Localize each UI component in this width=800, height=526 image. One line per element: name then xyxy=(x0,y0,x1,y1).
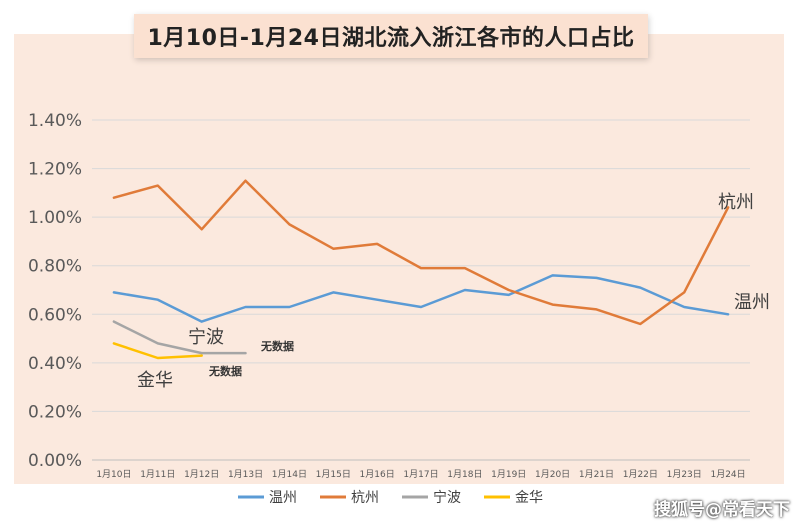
y-tick-label: 1.20% xyxy=(28,160,82,180)
series-end-label: 金华 xyxy=(137,370,173,391)
chart-title: 1月10日-1月24日湖北流入浙江各市的人口占比 xyxy=(147,26,635,51)
x-axis-ticks: 1月10日 1月11日 1月12日 1月13日 1月14日 1月15日 1月16日 1月17日… xyxy=(96,469,745,480)
legend: 温州 杭州 宁波 金华 xyxy=(238,489,543,506)
series-line-温州 xyxy=(112,274,730,323)
x-tick-label: 1月19日 xyxy=(491,469,526,480)
chart-background xyxy=(14,34,784,484)
watermark: 搜狐号@常看天下 xyxy=(654,500,790,520)
series-line-杭州 xyxy=(112,179,730,326)
series-end-label: 温州 xyxy=(734,292,770,313)
legend-label: 杭州 xyxy=(351,490,379,506)
y-tick-label: 1.00% xyxy=(28,208,82,228)
y-axis-ticks: 0.00% 0.20% 0.40% 0.60% 0.80% 1.00% 1.20% 1.40% xyxy=(28,111,82,471)
x-tick-label: 1月21日 xyxy=(579,469,614,480)
no-data-annotation: 无数据 xyxy=(208,364,242,378)
x-tick-label: 1月12日 xyxy=(184,469,219,480)
x-tick-label: 1月22日 xyxy=(623,469,658,480)
y-tick-label: 0.40% xyxy=(28,354,82,374)
no-data-annotation: 无数据 xyxy=(260,339,294,353)
y-tick-label: 1.40% xyxy=(28,111,82,131)
y-tick-label: 0.80% xyxy=(28,257,82,277)
chart-title-box: 1月10日-1月24日湖北流入浙江各市的人口占比 xyxy=(134,14,648,58)
y-tick-label: 0.20% xyxy=(28,402,82,422)
x-tick-label: 1月15日 xyxy=(316,469,351,480)
legend-label: 宁波 xyxy=(433,489,461,506)
x-tick-label: 1月20日 xyxy=(535,469,570,480)
x-tick-label: 1月16日 xyxy=(360,469,395,480)
series-line-金华 xyxy=(112,342,203,360)
x-tick-label: 1月23日 xyxy=(667,469,702,480)
x-tick-label: 1月17日 xyxy=(403,469,438,480)
gridlines xyxy=(92,119,750,461)
x-tick-label: 1月11日 xyxy=(140,469,175,480)
x-tick-label: 1月18日 xyxy=(447,469,482,480)
y-tick-label: 0.60% xyxy=(28,305,82,325)
x-tick-label: 1月14日 xyxy=(272,469,307,480)
x-tick-label: 1月10日 xyxy=(96,469,131,480)
y-tick-label: 0.00% xyxy=(28,451,82,471)
x-tick-label: 1月24日 xyxy=(710,469,745,480)
legend-label: 温州 xyxy=(269,490,297,506)
series-lines xyxy=(112,179,730,360)
legend-label: 金华 xyxy=(515,490,543,506)
series-end-label: 宁波 xyxy=(188,327,224,348)
x-tick-label: 1月13日 xyxy=(228,469,263,480)
series-line-宁波 xyxy=(112,320,247,355)
series-end-label: 杭州 xyxy=(718,192,754,213)
